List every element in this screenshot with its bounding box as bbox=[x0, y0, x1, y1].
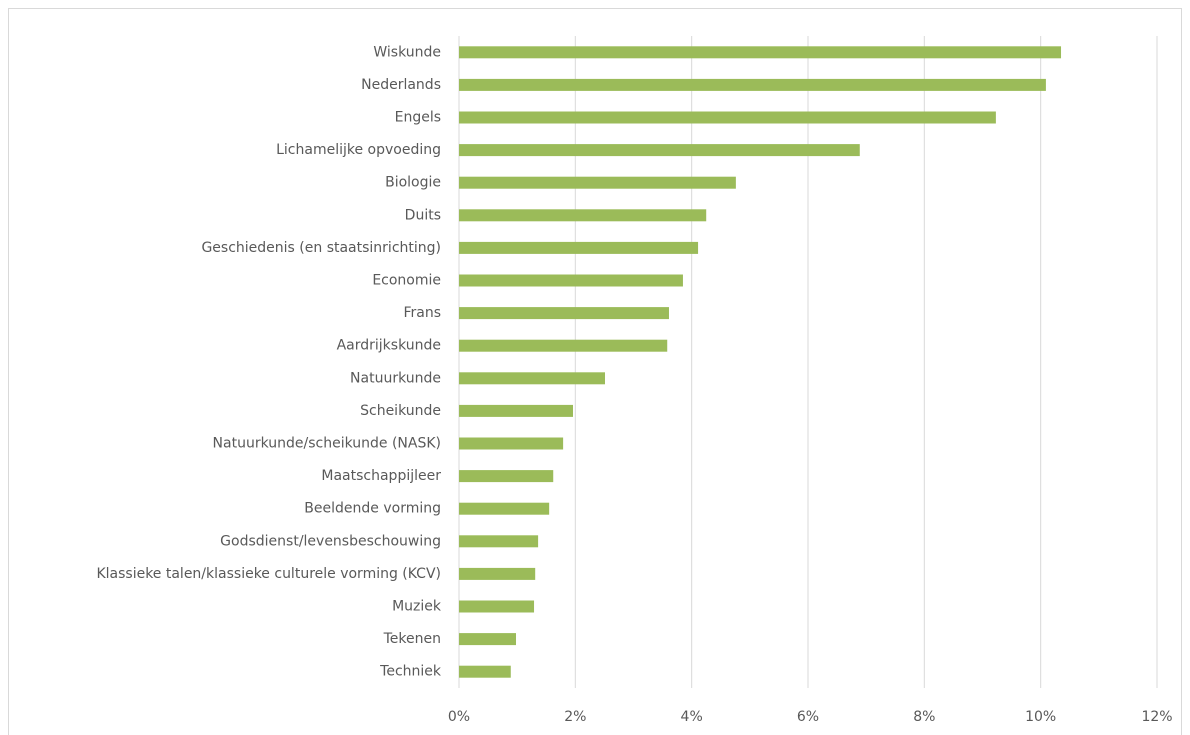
bar bbox=[459, 241, 699, 254]
x-tick-label: 0% bbox=[448, 709, 470, 725]
y-tick-label: Frans bbox=[403, 305, 441, 321]
bar bbox=[459, 502, 550, 515]
bar bbox=[459, 470, 554, 483]
y-tick-label: Engels bbox=[395, 110, 441, 126]
bar bbox=[459, 78, 1046, 91]
bar bbox=[459, 46, 1062, 59]
y-tick-label: Techniek bbox=[379, 664, 442, 680]
y-tick-label: Maatschappijleer bbox=[321, 468, 441, 484]
x-tick-label: 2% bbox=[564, 709, 586, 725]
chart-frame bbox=[8, 8, 1182, 735]
y-tick-label: Aardrijkskunde bbox=[337, 338, 441, 354]
x-tick-label: 4% bbox=[681, 709, 703, 725]
bar bbox=[459, 535, 539, 548]
y-tick-label: Lichamelijke opvoeding bbox=[276, 142, 441, 158]
bar bbox=[459, 144, 860, 157]
x-tick-label: 10% bbox=[1025, 709, 1056, 725]
y-tick-label: Klassieke talen/klassieke culturele vorm… bbox=[96, 566, 441, 582]
y-tick-label: Duits bbox=[405, 207, 441, 223]
bar bbox=[459, 111, 996, 124]
y-tick-label: Nederlands bbox=[361, 77, 441, 93]
y-tick-label: Scheikunde bbox=[360, 403, 441, 419]
bar bbox=[459, 567, 536, 580]
bar bbox=[459, 274, 683, 287]
y-tick-label: Godsdienst/levensbeschouwing bbox=[220, 533, 441, 549]
bar bbox=[459, 307, 669, 320]
y-tick-label: Natuurkunde/scheikunde (NASK) bbox=[213, 436, 441, 452]
x-tick-label: 12% bbox=[1141, 709, 1172, 725]
bar bbox=[459, 437, 564, 450]
y-tick-label: Wiskunde bbox=[373, 44, 441, 60]
bar bbox=[459, 339, 668, 352]
bar bbox=[459, 372, 605, 385]
bar bbox=[459, 404, 574, 417]
y-tick-label: Economie bbox=[372, 273, 441, 289]
x-tick-label: 6% bbox=[797, 709, 819, 725]
bar bbox=[459, 633, 517, 646]
y-tick-label: Beeldende vorming bbox=[304, 501, 441, 517]
y-tick-label: Tekenen bbox=[383, 631, 441, 647]
y-tick-label: Natuurkunde bbox=[350, 370, 441, 386]
bar bbox=[459, 176, 736, 189]
bar bbox=[459, 665, 511, 678]
bar bbox=[459, 209, 707, 222]
bar bbox=[459, 600, 535, 613]
x-tick-label: 8% bbox=[913, 709, 935, 725]
y-tick-label: Geschiedenis (en staatsinrichting) bbox=[201, 240, 441, 256]
y-tick-label: Muziek bbox=[392, 599, 442, 615]
y-tick-label: Biologie bbox=[385, 175, 441, 191]
